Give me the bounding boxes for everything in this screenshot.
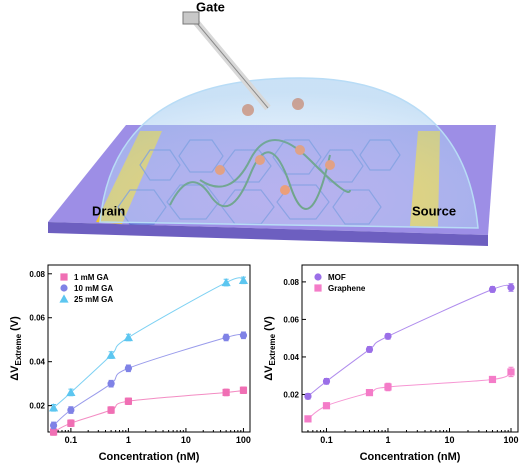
y-label-unit: (V)	[263, 316, 275, 331]
legend-marker	[314, 284, 322, 292]
chart: 0.1 1 10 100 0.02 0.04 0.06 0.08 Concentration (…	[263, 264, 519, 463]
data-point	[48, 403, 59, 412]
device-illustration: Gate Drain Source	[48, 0, 496, 246]
y-tick-label: 0.06	[29, 314, 45, 323]
x-tick-label: 1	[126, 435, 131, 445]
gate-rod-edge	[195, 21, 269, 109]
data-point	[107, 380, 115, 388]
y-label-sub: Extreme	[268, 333, 277, 365]
data-point	[322, 402, 331, 410]
legend-marker	[59, 294, 69, 303]
fit-curve	[53, 389, 244, 433]
data-point	[67, 419, 75, 427]
drain-label: Drain	[92, 203, 125, 218]
y-axis-label: ΔVExtreme (V)	[9, 316, 23, 381]
plot-frame	[47, 264, 251, 433]
y-tick-label: 0.06	[283, 315, 299, 324]
data-point	[49, 421, 58, 430]
data-point	[507, 283, 515, 292]
data-point	[66, 387, 76, 397]
x-axis-label: Concentration (nM)	[99, 451, 200, 463]
y-tick-label: 0.08	[283, 278, 299, 287]
y-label-main: ΔV	[263, 365, 275, 381]
gate-label: Gate	[196, 0, 225, 14]
legend-label: 25 mM GA	[74, 295, 113, 304]
data-point	[222, 388, 230, 397]
y-tick-label: 0.08	[29, 270, 45, 279]
chart: 0.1 1 10 100 0.02 0.04 0.06 0.08 Concentration (…	[9, 264, 251, 463]
x-axis-label: Concentration (nM)	[360, 451, 461, 463]
x-tick-label: 1	[385, 435, 390, 445]
data-point	[221, 277, 231, 287]
substrate-side	[48, 222, 488, 246]
plot-frame	[301, 264, 519, 433]
data-point	[507, 368, 515, 376]
fit-curve	[307, 284, 512, 397]
y-tick-label: 0.04	[29, 358, 45, 367]
data-point	[488, 375, 497, 384]
legend-label: 1 mM GA	[74, 273, 109, 282]
x-tick-label: 10	[444, 435, 454, 445]
x-tick-label: 10	[181, 435, 191, 445]
electrolyte-dome	[99, 77, 479, 229]
data-point	[322, 377, 331, 385]
data-point	[304, 415, 312, 423]
y-axis-label: ΔVExtreme (V)	[263, 316, 277, 381]
x-tick-label: 0.1	[65, 435, 78, 445]
data-point	[123, 332, 134, 342]
data-point	[239, 386, 248, 394]
fit-curve	[307, 371, 512, 420]
data-point	[67, 406, 75, 414]
x-tick-label: 0.1	[320, 435, 333, 445]
data-point	[124, 397, 133, 405]
data-point	[239, 331, 248, 339]
legend-marker	[314, 273, 322, 281]
x-tick-label: 100	[503, 435, 518, 445]
x-tick-label: 100	[236, 435, 251, 445]
source-label: Source	[412, 203, 456, 218]
data-point	[304, 392, 312, 400]
legend-label: Graphene	[328, 284, 366, 293]
legend-label: 10 mM GA	[74, 284, 113, 293]
data-point	[365, 345, 374, 354]
legend-label: MOF	[328, 273, 346, 282]
data-point	[488, 285, 497, 293]
y-label-main: ΔV	[9, 365, 21, 381]
y-label-unit: (V)	[9, 316, 21, 331]
y-tick-label: 0.02	[29, 402, 45, 411]
data-point	[365, 388, 374, 397]
data-point	[106, 350, 116, 359]
data-point	[107, 406, 115, 414]
data-point	[238, 275, 249, 284]
data-point	[222, 333, 230, 342]
legend-marker	[60, 284, 68, 292]
data-point	[384, 383, 392, 391]
data-point	[384, 332, 392, 340]
y-label-sub: Extreme	[14, 333, 23, 365]
data-point	[124, 364, 133, 372]
y-tick-label: 0.04	[283, 353, 299, 362]
fit-curve	[53, 333, 244, 426]
y-tick-label: 0.02	[283, 390, 299, 399]
data-point	[49, 428, 58, 436]
legend-marker	[60, 273, 68, 281]
gate-cap	[182, 11, 200, 25]
